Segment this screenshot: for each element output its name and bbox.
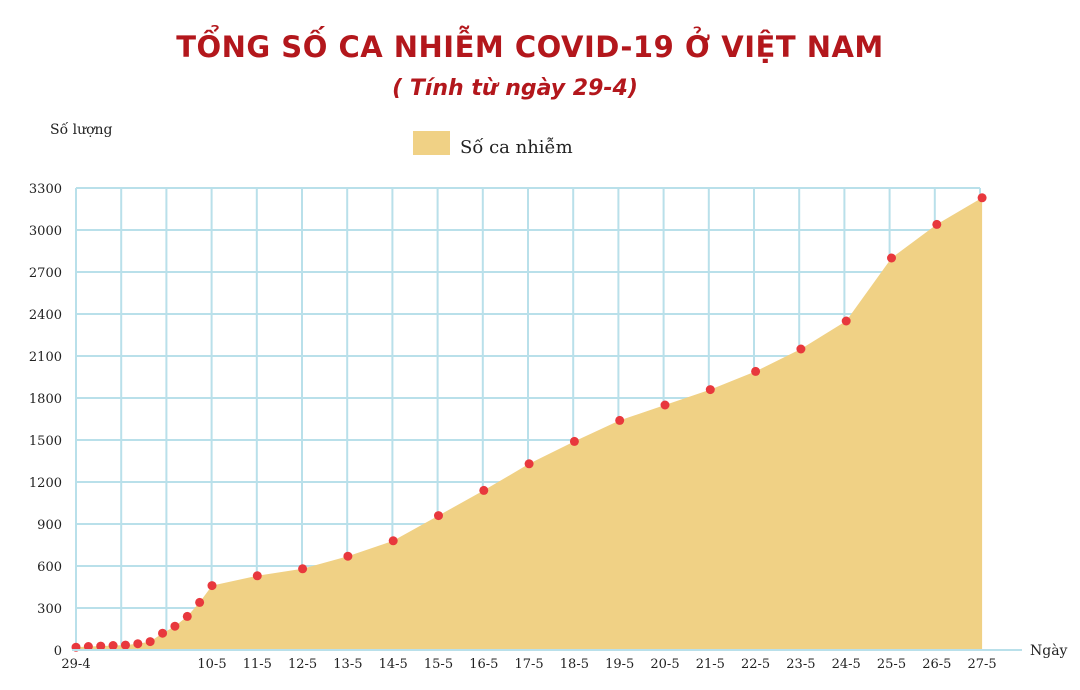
data-point [751,366,761,376]
data-point [434,511,443,521]
x-tick-label: 25-5 [877,657,906,672]
x-tick-label: 22-5 [741,657,770,672]
data-point [252,571,262,581]
data-point [298,564,308,574]
data-point [145,637,155,647]
x-tick-label: 13-5 [333,657,362,672]
data-point [120,640,130,650]
x-tick-label: 11-5 [243,657,272,672]
y-tick-label: 1500 [29,434,62,449]
data-point [479,485,489,495]
chart-subtitle: ( Tính từ ngày 29-4) [392,76,638,101]
y-tick-label: 3000 [29,224,62,239]
y-tick-label: 3300 [29,182,62,197]
data-point [108,641,118,651]
data-point [977,193,987,203]
data-point [170,621,180,631]
area-fill [76,197,983,651]
chart-title: TỔNG SỐ CA NHIỄM COVID-19 Ở VIỆT NAM [176,30,884,64]
x-tick-label: 20-5 [650,657,679,672]
x-tick-label: 19-5 [605,657,634,672]
data-point [182,611,192,621]
x-tick-label: 17-5 [514,657,543,672]
x-tick-label: 18-5 [560,657,589,672]
data-points [71,193,987,652]
y-tick-label: 600 [37,560,62,575]
data-point [841,316,851,326]
data-point [569,436,579,446]
x-tick-label: 15-5 [424,657,453,672]
x-tick-label: 26-5 [922,657,951,672]
y-tick-label: 2700 [29,266,62,281]
data-point [388,536,398,546]
x-tick-label: 21-5 [696,657,725,672]
y-tick-label: 2100 [29,350,62,365]
data-point [195,597,205,607]
data-point [705,385,715,395]
y-axis-title: Số lượng [50,121,113,138]
y-tick-label: 300 [37,602,62,617]
data-point [83,642,93,651]
y-tick-label: 2400 [29,308,62,323]
x-tick-label: 10-5 [197,657,226,672]
x-axis-title: Ngày [1030,642,1068,659]
y-tick-label: 900 [37,518,62,533]
y-tick-label: 0 [54,644,62,659]
y-tick-label: 1200 [29,476,62,491]
x-tick-label: 29-4 [61,657,90,672]
data-point [207,581,217,591]
area-layer [76,197,983,651]
x-tick-label: 24-5 [832,657,861,672]
data-point [615,415,625,425]
x-axis-ticks: 29-4 10-5 11-5 12-5 13-5 14-5 15-5 16-5 17-5 18-5… [61,657,996,672]
legend-label: Số ca nhiễm [460,136,573,158]
data-point [524,459,534,469]
y-axis-ticks: 0 300 600 900 1200 1500 1800 2100 2400 2700 3000 33… [29,182,62,659]
data-point [887,253,896,263]
legend-swatch [413,131,450,155]
x-tick-label: 23-5 [786,657,815,672]
x-tick-label: 12-5 [288,657,317,672]
data-point [133,639,143,649]
data-point [932,219,942,229]
x-tick-label: 16-5 [469,657,498,672]
data-point [96,641,106,651]
data-point [343,551,353,561]
data-point [796,344,806,354]
x-tick-label: 27-5 [967,657,996,672]
y-tick-label: 1800 [29,392,62,407]
data-point [660,400,670,410]
x-tick-label: 14-5 [379,657,408,672]
data-point [158,628,168,638]
